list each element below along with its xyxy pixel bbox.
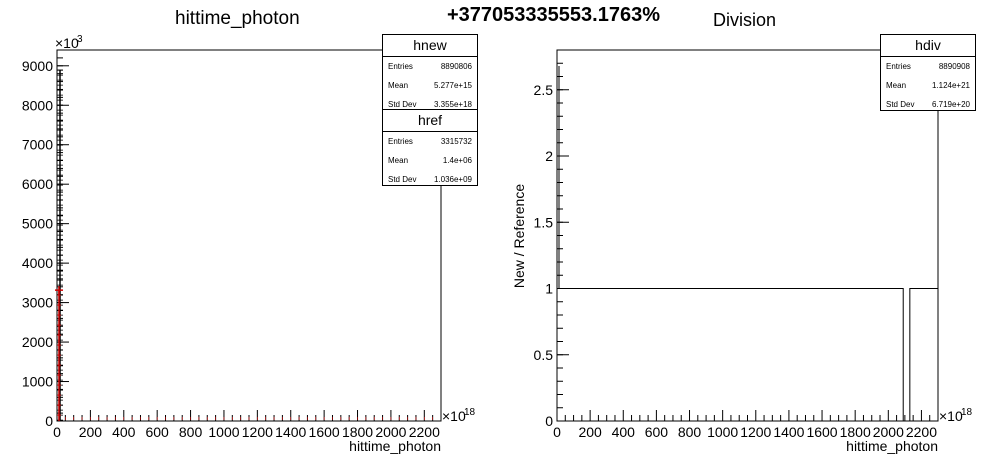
ratio-step-line (557, 288, 938, 422)
y-tick-label: 9000 (22, 58, 53, 74)
stats-box-title: href (383, 110, 477, 132)
x-tick-label: 600 (645, 424, 669, 440)
stats-box-hnew: hnew Entries 8890806 Mean 5.277e+15 Std De… (382, 34, 478, 111)
stats-box-hdiv: hdiv Entries 8890908 Mean 1.124e+21 Std De… (880, 34, 976, 111)
stats-row-entries: Entries 3315732 (388, 137, 472, 146)
x-tick-label: 1000 (208, 424, 239, 440)
stats-box-title: hdiv (881, 35, 975, 57)
x-tick-label: 0 (53, 424, 61, 440)
x-tick-label: 800 (678, 424, 702, 440)
stats-row-mean: Mean 5.277e+15 (388, 81, 472, 90)
x-axis-multiplier: ×10 (939, 408, 963, 424)
x-tick-label: 1800 (342, 424, 373, 440)
y-tick-label: 4000 (22, 255, 53, 271)
y-tick-label: 2.5 (534, 82, 554, 98)
x-tick-label: 1000 (707, 424, 738, 440)
x-tick-label: 1400 (773, 424, 804, 440)
stats-row-stddev: Std Dev 3.355e+18 (388, 100, 472, 109)
x-tick-label: 2200 (409, 424, 440, 440)
x-tick-label: 200 (578, 424, 602, 440)
x-tick-label: 1200 (740, 424, 771, 440)
y-tick-label: 1 (545, 281, 553, 297)
stats-row-stddev: Std Dev 6.719e+20 (886, 100, 970, 109)
x-tick-label: 400 (112, 424, 136, 440)
x-axis-exponent: 18 (464, 407, 476, 418)
x-tick-label: 1800 (840, 424, 871, 440)
stats-row-stddev: Std Dev 1.036e+09 (388, 175, 472, 184)
y-tick-label: 1000 (22, 374, 53, 390)
x-axis-multiplier: ×10 (442, 408, 466, 424)
left-plot-title: hittime_photon (175, 8, 300, 29)
x-tick-label: 400 (612, 424, 636, 440)
x-tick-label: 2000 (873, 424, 904, 440)
x-tick-label: 200 (79, 424, 103, 440)
y-tick-label: 2 (545, 148, 553, 164)
stats-row-entries: Entries 8890908 (886, 62, 970, 71)
y-tick-label: 2000 (22, 334, 53, 350)
x-tick-label: 1600 (806, 424, 837, 440)
x-axis-label: hittime_photon (846, 438, 938, 454)
y-tick-label: 0 (45, 413, 53, 429)
y-tick-label: 6000 (22, 176, 53, 192)
x-axis-exponent: 18 (961, 407, 973, 418)
stats-row-entries: Entries 8890806 (388, 62, 472, 71)
stats-box-title: hnew (383, 35, 477, 57)
stats-box-href: href Entries 3315732 Mean 1.4e+06 Std Dev 1… (382, 109, 478, 186)
x-tick-label: 2000 (375, 424, 406, 440)
x-tick-label: 0 (553, 424, 561, 440)
y-tick-label: 7000 (22, 137, 53, 153)
y-axis-exponent: 3 (77, 34, 83, 45)
x-tick-label: 2200 (906, 424, 937, 440)
y-tick-label: 0.5 (534, 347, 554, 363)
y-axis-label: New / Reference (511, 184, 527, 288)
x-tick-label: 1200 (242, 424, 273, 440)
stats-row-mean: Mean 1.124e+21 (886, 81, 970, 90)
x-tick-label: 1400 (275, 424, 306, 440)
x-axis-label: hittime_photon (349, 438, 441, 454)
stats-row-mean: Mean 1.4e+06 (388, 156, 472, 165)
x-tick-label: 800 (179, 424, 203, 440)
y-tick-label: 8000 (22, 97, 53, 113)
right-plot-title: Division (713, 10, 777, 30)
y-axis-multiplier: ×10 (55, 35, 79, 51)
y-tick-label: 0 (545, 413, 553, 429)
y-tick-label: 1.5 (534, 214, 554, 230)
y-tick-label: 3000 (22, 295, 53, 311)
comparison-percent: +377053335553.1763% (447, 4, 660, 26)
y-tick-label: 5000 (22, 216, 53, 232)
x-tick-label: 600 (145, 424, 169, 440)
x-tick-label: 1600 (309, 424, 340, 440)
